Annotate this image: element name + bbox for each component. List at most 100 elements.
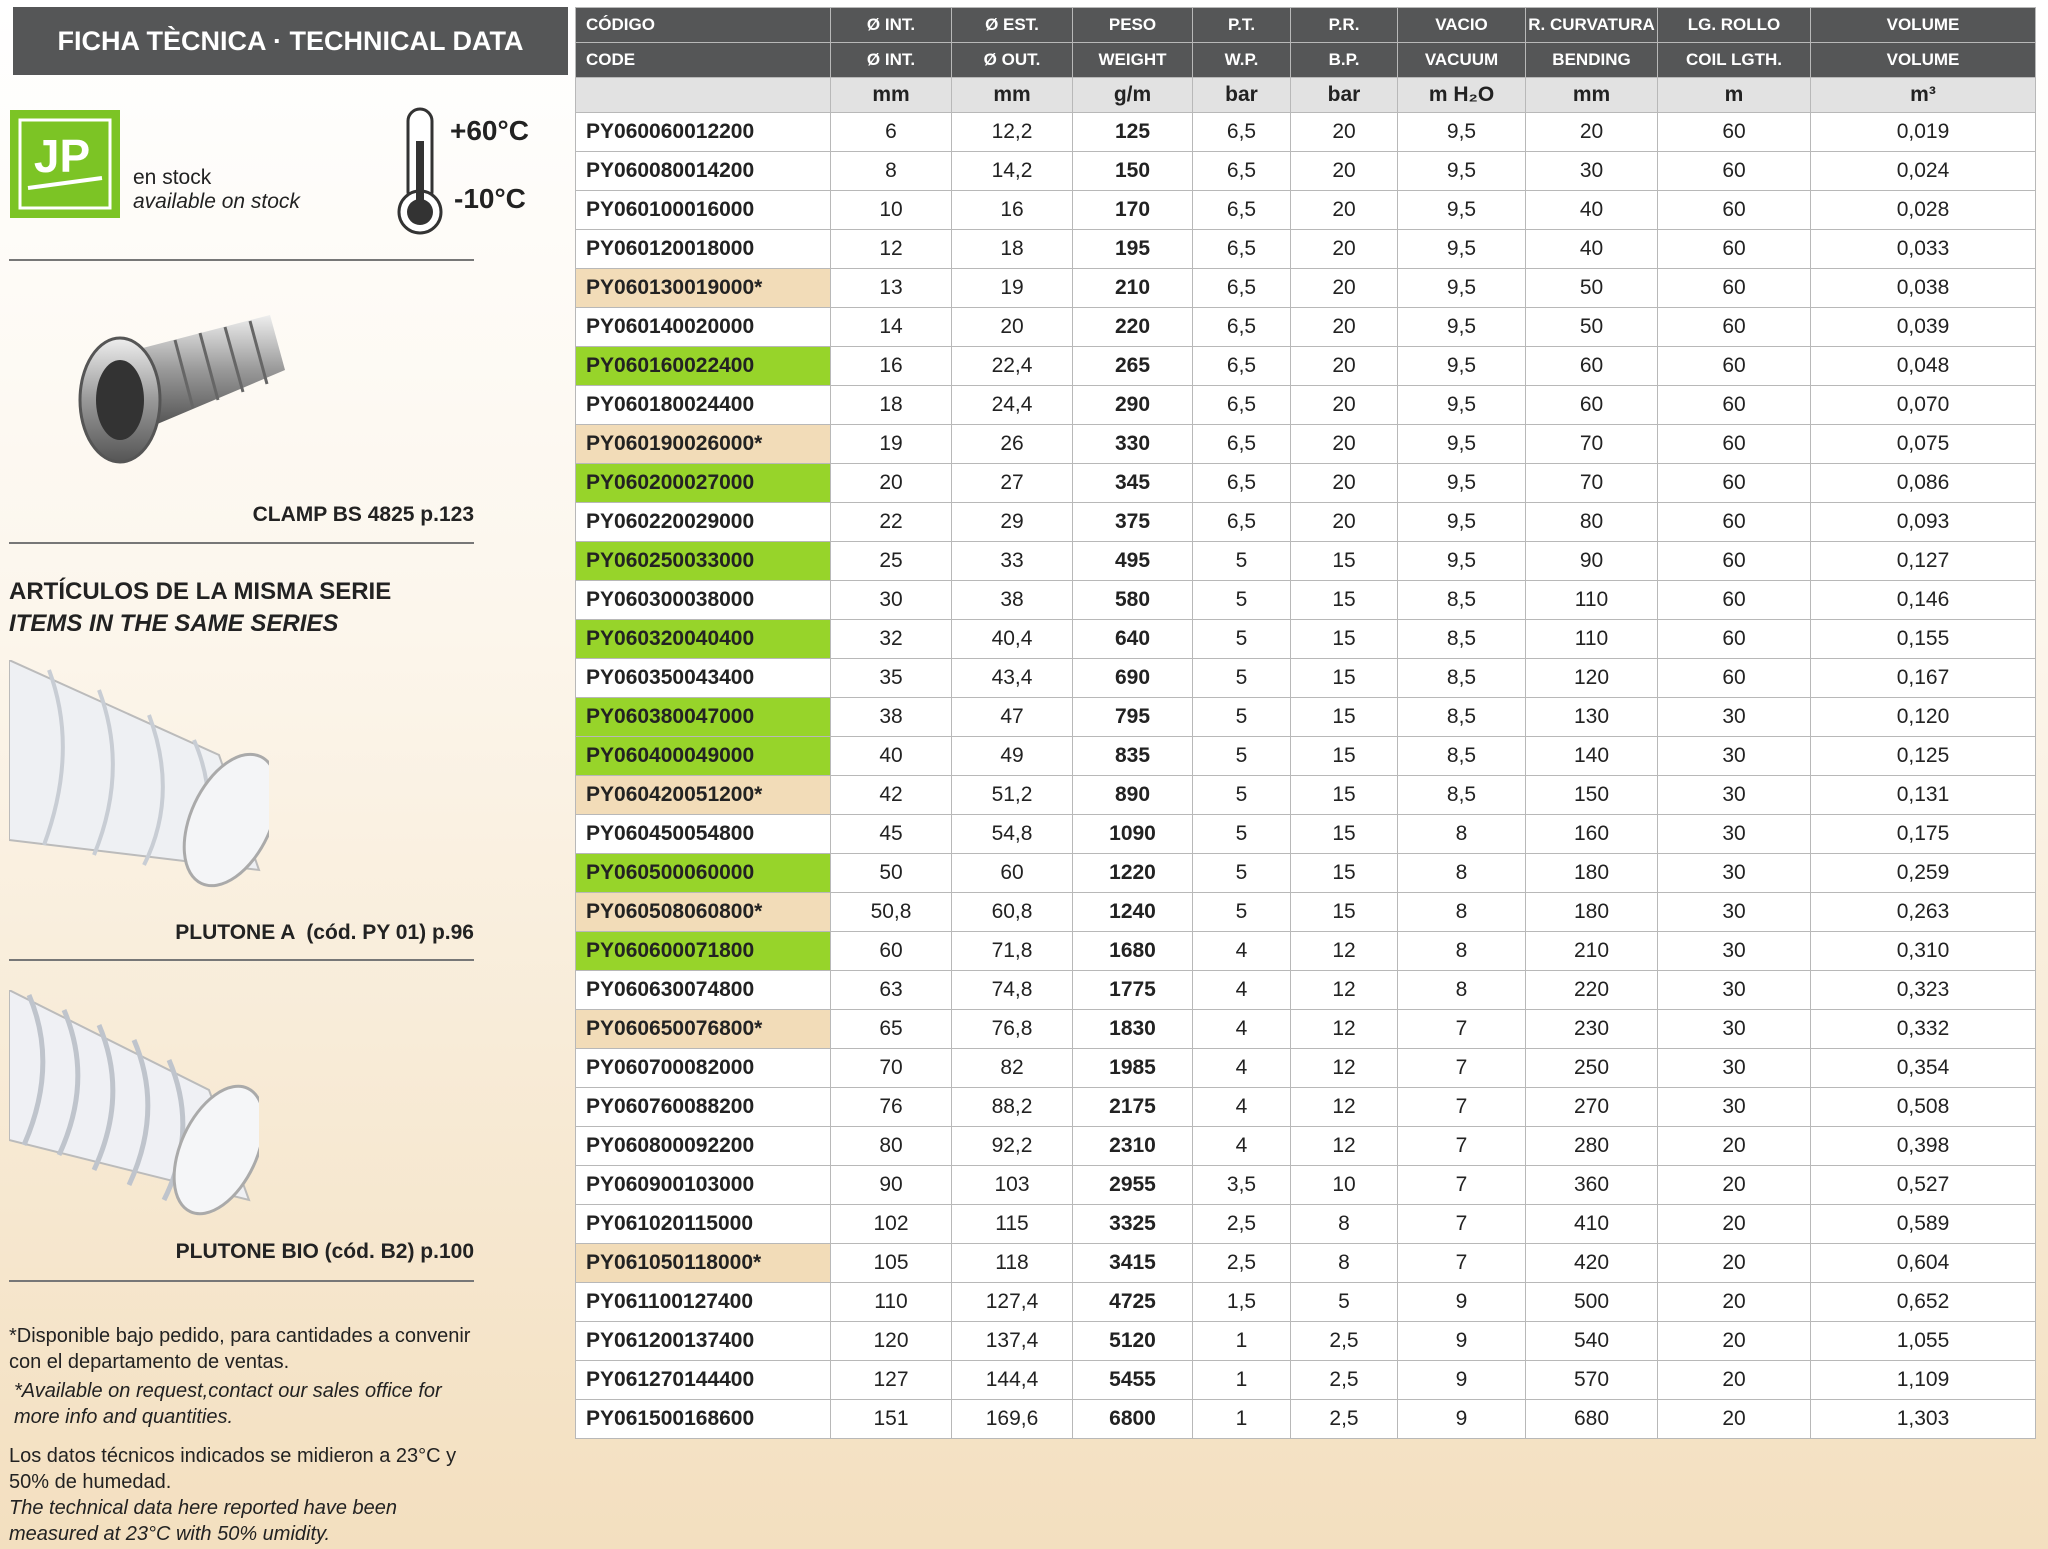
series-title-en: ITEMS IN THE SAME SERIES [9,610,339,637]
series-title: ARTÍCULOS DE LA MISMA SERIE [9,578,392,605]
value-cell: 137,4 [951,1321,1073,1361]
value-cell: 795 [1072,697,1193,737]
value-cell: 20 [1657,1204,1811,1244]
value-cell: 71,8 [951,931,1073,971]
code-cell: PY060630074800 [575,970,831,1010]
code-cell: PY060300038000 [575,580,831,620]
value-cell: 9,5 [1397,502,1526,542]
value-cell: 6,5 [1192,112,1291,152]
value-cell: 210 [1072,268,1193,308]
value-cell: 40 [1525,190,1658,230]
value-cell: 150 [1072,151,1193,191]
value-cell: 50 [1525,307,1658,347]
value-cell: 690 [1072,658,1193,698]
data-row: PY060700082000 70 82 1985 4 12 7 250 30 0,354 [575,1048,2036,1088]
value-cell: 30 [1657,853,1811,893]
column-header: R. CURVATURA [1525,7,1658,43]
value-cell: 130 [1525,697,1658,737]
sheet-title: FICHA TÈCNICA · TECHNICAL DATA [13,7,568,75]
value-cell: 0,263 [1810,892,2036,932]
column-header: WEIGHT [1072,42,1193,78]
column-header: VACUUM [1397,42,1526,78]
value-cell: 1,055 [1810,1321,2036,1361]
data-row: PY060380047000 38 47 795 5 15 8,5 130 30 0,120 [575,697,2036,737]
data-row: PY060130019000* 13 19 210 6,5 20 9,5 50 60 0,038 [575,268,2036,308]
data-row: PY061200137400 120 137,4 5120 1 2,5 9 540 20 1,05… [575,1321,2036,1361]
value-cell: 8,5 [1397,775,1526,815]
value-cell: 26 [951,424,1073,464]
value-cell: 60 [1657,385,1811,425]
data-row: PY060508060800* 50,8 60,8 1240 5 15 8 180 30 0,26… [575,892,2036,932]
value-cell: 9,5 [1397,424,1526,464]
value-cell: 195 [1072,229,1193,269]
value-cell: 9,5 [1397,112,1526,152]
value-cell: 105 [830,1243,952,1283]
value-cell: 47 [951,697,1073,737]
value-cell: 120 [1525,658,1658,698]
value-cell: 0,028 [1810,190,2036,230]
value-cell: 51,2 [951,775,1073,815]
value-cell: 2,5 [1290,1321,1398,1361]
value-cell: 0,070 [1810,385,2036,425]
value-cell: 160 [1525,814,1658,854]
value-cell: 2,5 [1290,1399,1398,1439]
value-cell: 12 [1290,931,1398,971]
value-cell: 60 [951,853,1073,893]
value-cell: 210 [1525,931,1658,971]
value-cell: 2,5 [1290,1360,1398,1400]
value-cell: 0,310 [1810,931,2036,971]
value-cell: 18 [830,385,952,425]
value-cell: 0,508 [1810,1087,2036,1127]
column-header: VOLUME [1810,7,2036,43]
value-cell: 20 [1657,1243,1811,1283]
value-cell: 2,5 [1192,1243,1291,1283]
unit-cell: m [1657,77,1811,113]
stock-label-en: available on stock [133,190,300,213]
value-cell: 8,5 [1397,658,1526,698]
code-cell: PY060130019000* [575,268,831,308]
value-cell: 5 [1192,619,1291,659]
accessory-caption: CLAMP BS 4825 p.123 [252,503,474,526]
value-cell: 5 [1290,1282,1398,1322]
code-cell: PY060600071800 [575,931,831,971]
data-row: PY060450054800 45 54,8 1090 5 15 8 160 30 0,175 [575,814,2036,854]
hose-image [9,990,259,1216]
series-caption: PLUTONE A (cód. PY 01) p.96 [175,921,474,944]
data-row: PY060220029000 22 29 375 6,5 20 9,5 80 60 0,093 [575,502,2036,542]
value-cell: 1220 [1072,853,1193,893]
value-cell: 30 [1657,1009,1811,1049]
code-cell: PY061100127400 [575,1282,831,1322]
unit-cell: mm [951,77,1073,113]
data-row: PY060420051200* 42 51,2 890 5 15 8,5 150 30 0,131 [575,775,2036,815]
value-cell: 1775 [1072,970,1193,1010]
code-cell: PY060100016000 [575,190,831,230]
value-cell: 60 [1657,112,1811,152]
value-cell: 0,038 [1810,268,2036,308]
value-cell: 1,303 [1810,1399,2036,1439]
value-cell: 0,323 [1810,970,2036,1010]
column-header: PESO [1072,7,1193,43]
value-cell: 60 [1657,229,1811,269]
value-cell: 0,048 [1810,346,2036,386]
column-header: BENDING [1525,42,1658,78]
value-cell: 230 [1525,1009,1658,1049]
value-cell: 90 [1525,541,1658,581]
value-cell: 127,4 [951,1282,1073,1322]
value-cell: 890 [1072,775,1193,815]
value-cell: 20 [1290,463,1398,503]
value-cell: 0,019 [1810,112,2036,152]
value-cell: 60 [1657,619,1811,659]
code-cell: PY060500060000 [575,853,831,893]
value-cell: 8,5 [1397,580,1526,620]
value-cell: 180 [1525,853,1658,893]
value-cell: 20 [1657,1360,1811,1400]
column-header: Ø INT. [830,42,952,78]
value-cell: 50,8 [830,892,952,932]
code-cell: PY060650076800* [575,1009,831,1049]
column-header: Ø OUT. [951,42,1073,78]
value-cell: 9,5 [1397,268,1526,308]
value-cell: 0,175 [1810,814,2036,854]
value-cell: 2175 [1072,1087,1193,1127]
units-row: mm mm g/m bar bar m H₂O mm m m³ [575,77,2036,113]
divider [9,542,474,544]
